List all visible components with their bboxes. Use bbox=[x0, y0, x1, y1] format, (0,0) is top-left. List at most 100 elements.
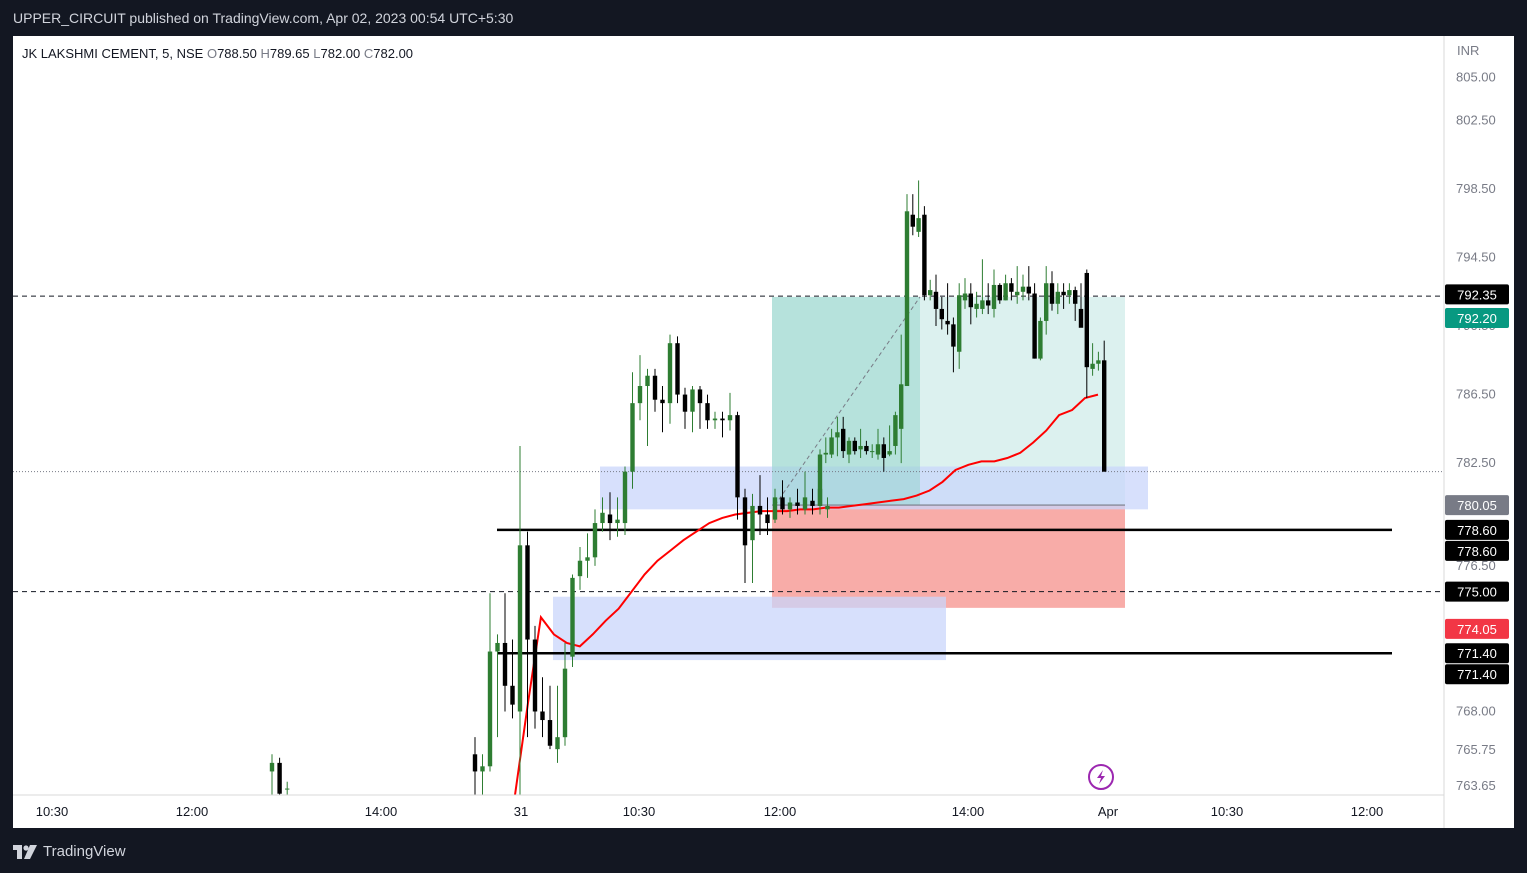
candle-body bbox=[615, 519, 620, 524]
candle-body bbox=[510, 685, 515, 705]
candle-body bbox=[810, 500, 815, 506]
candle-body bbox=[974, 303, 979, 309]
candle bbox=[547, 685, 553, 750]
candle-body bbox=[712, 418, 718, 421]
candle bbox=[910, 194, 915, 236]
candle bbox=[652, 368, 658, 412]
flash-icon[interactable] bbox=[1088, 764, 1114, 790]
candle bbox=[555, 685, 560, 763]
candle bbox=[1078, 283, 1084, 328]
candle bbox=[997, 283, 1002, 304]
candle-body bbox=[980, 300, 985, 309]
candle bbox=[1084, 269, 1089, 399]
price-tag-label: 774.05 bbox=[1457, 622, 1497, 637]
candle bbox=[1020, 274, 1026, 301]
chart-pane[interactable] bbox=[13, 36, 1514, 828]
open-value: 788.50 bbox=[217, 46, 257, 61]
candle bbox=[991, 269, 997, 318]
candle-body bbox=[592, 523, 598, 558]
candle bbox=[864, 440, 869, 455]
time-tick-label: 12:00 bbox=[176, 804, 209, 819]
candle bbox=[502, 593, 508, 712]
candle-body bbox=[705, 403, 710, 421]
candle bbox=[660, 386, 665, 433]
candle bbox=[916, 180, 921, 237]
candle-body bbox=[765, 514, 770, 524]
candle bbox=[887, 425, 892, 457]
candle-body bbox=[660, 399, 665, 404]
brand-label: TradingView bbox=[43, 843, 126, 860]
candle-body bbox=[750, 505, 755, 541]
candle bbox=[974, 291, 979, 318]
candle bbox=[532, 625, 538, 729]
candle-body bbox=[962, 293, 968, 301]
candle-body bbox=[570, 577, 575, 657]
candle-body bbox=[1096, 360, 1101, 364]
candle-body bbox=[997, 284, 1002, 301]
candle-body bbox=[1055, 291, 1060, 304]
price-tag-bg bbox=[1445, 643, 1509, 664]
candle bbox=[986, 283, 991, 315]
candle-body bbox=[285, 788, 290, 790]
time-tick-label: Apr bbox=[1098, 804, 1119, 819]
candle-body bbox=[540, 711, 545, 721]
symbol-legend: JK LAKSHMI CEMENT, 5, NSE O788.50 H789.6… bbox=[22, 46, 413, 61]
candle-body bbox=[986, 300, 991, 306]
price-tag-label: 792.20 bbox=[1457, 311, 1497, 326]
price-tick-label: 768.00 bbox=[1456, 703, 1496, 718]
candle-body bbox=[735, 415, 740, 498]
candle bbox=[697, 386, 703, 429]
candle bbox=[480, 754, 485, 795]
candle bbox=[802, 471, 808, 515]
price-tag-bg bbox=[1445, 664, 1509, 685]
zone-profit-progress bbox=[772, 296, 920, 506]
candle-body bbox=[742, 497, 748, 546]
candle-body bbox=[585, 557, 590, 561]
low-label: L bbox=[313, 46, 321, 61]
candle bbox=[269, 754, 275, 795]
candle-body bbox=[1061, 291, 1066, 296]
candle-body bbox=[525, 545, 530, 640]
candle bbox=[899, 334, 904, 464]
candle-body bbox=[697, 389, 703, 404]
candle bbox=[829, 428, 834, 458]
candle bbox=[1003, 274, 1008, 301]
candle bbox=[772, 488, 778, 524]
vwap-layer bbox=[514, 393, 1099, 796]
candle bbox=[1026, 266, 1031, 301]
candle-body bbox=[835, 432, 840, 438]
candle-body bbox=[682, 394, 688, 412]
candle-body bbox=[852, 440, 857, 452]
candle-body bbox=[802, 497, 808, 510]
candle bbox=[1055, 283, 1060, 315]
candle bbox=[622, 466, 628, 536]
candle bbox=[1032, 283, 1037, 359]
tradingview-brand[interactable]: TradingView bbox=[13, 843, 126, 860]
zone-demand-lower bbox=[553, 596, 946, 661]
candle-body bbox=[823, 452, 828, 455]
candle bbox=[742, 488, 748, 584]
candle bbox=[875, 428, 881, 460]
candle bbox=[933, 274, 939, 327]
high-value: 789.65 bbox=[269, 46, 310, 61]
candle bbox=[645, 368, 650, 446]
candle-body bbox=[577, 560, 583, 577]
candle bbox=[682, 387, 688, 429]
hlines-layer bbox=[13, 295, 1444, 655]
candle-body bbox=[495, 642, 500, 652]
candle bbox=[823, 437, 828, 464]
footer-bar: TradingView bbox=[0, 829, 1527, 873]
publish-header: UPPER_CIRCUIT published on TradingView.c… bbox=[0, 0, 1527, 36]
price-tick-label: 782.50 bbox=[1456, 455, 1496, 470]
candle-body bbox=[502, 642, 508, 686]
candle bbox=[720, 411, 725, 438]
price-tags: 792.35 792.20 780.05 778.60 778.60 775.00 774.… bbox=[1445, 284, 1509, 685]
candle-body bbox=[910, 214, 915, 227]
candle bbox=[615, 497, 620, 537]
price-tick-label: 765.75 bbox=[1456, 742, 1496, 757]
candle bbox=[285, 781, 290, 795]
price-tag: 775.00 bbox=[1445, 581, 1509, 602]
price-tag: 774.05 bbox=[1445, 618, 1509, 639]
price-tag-bg bbox=[1445, 307, 1509, 328]
